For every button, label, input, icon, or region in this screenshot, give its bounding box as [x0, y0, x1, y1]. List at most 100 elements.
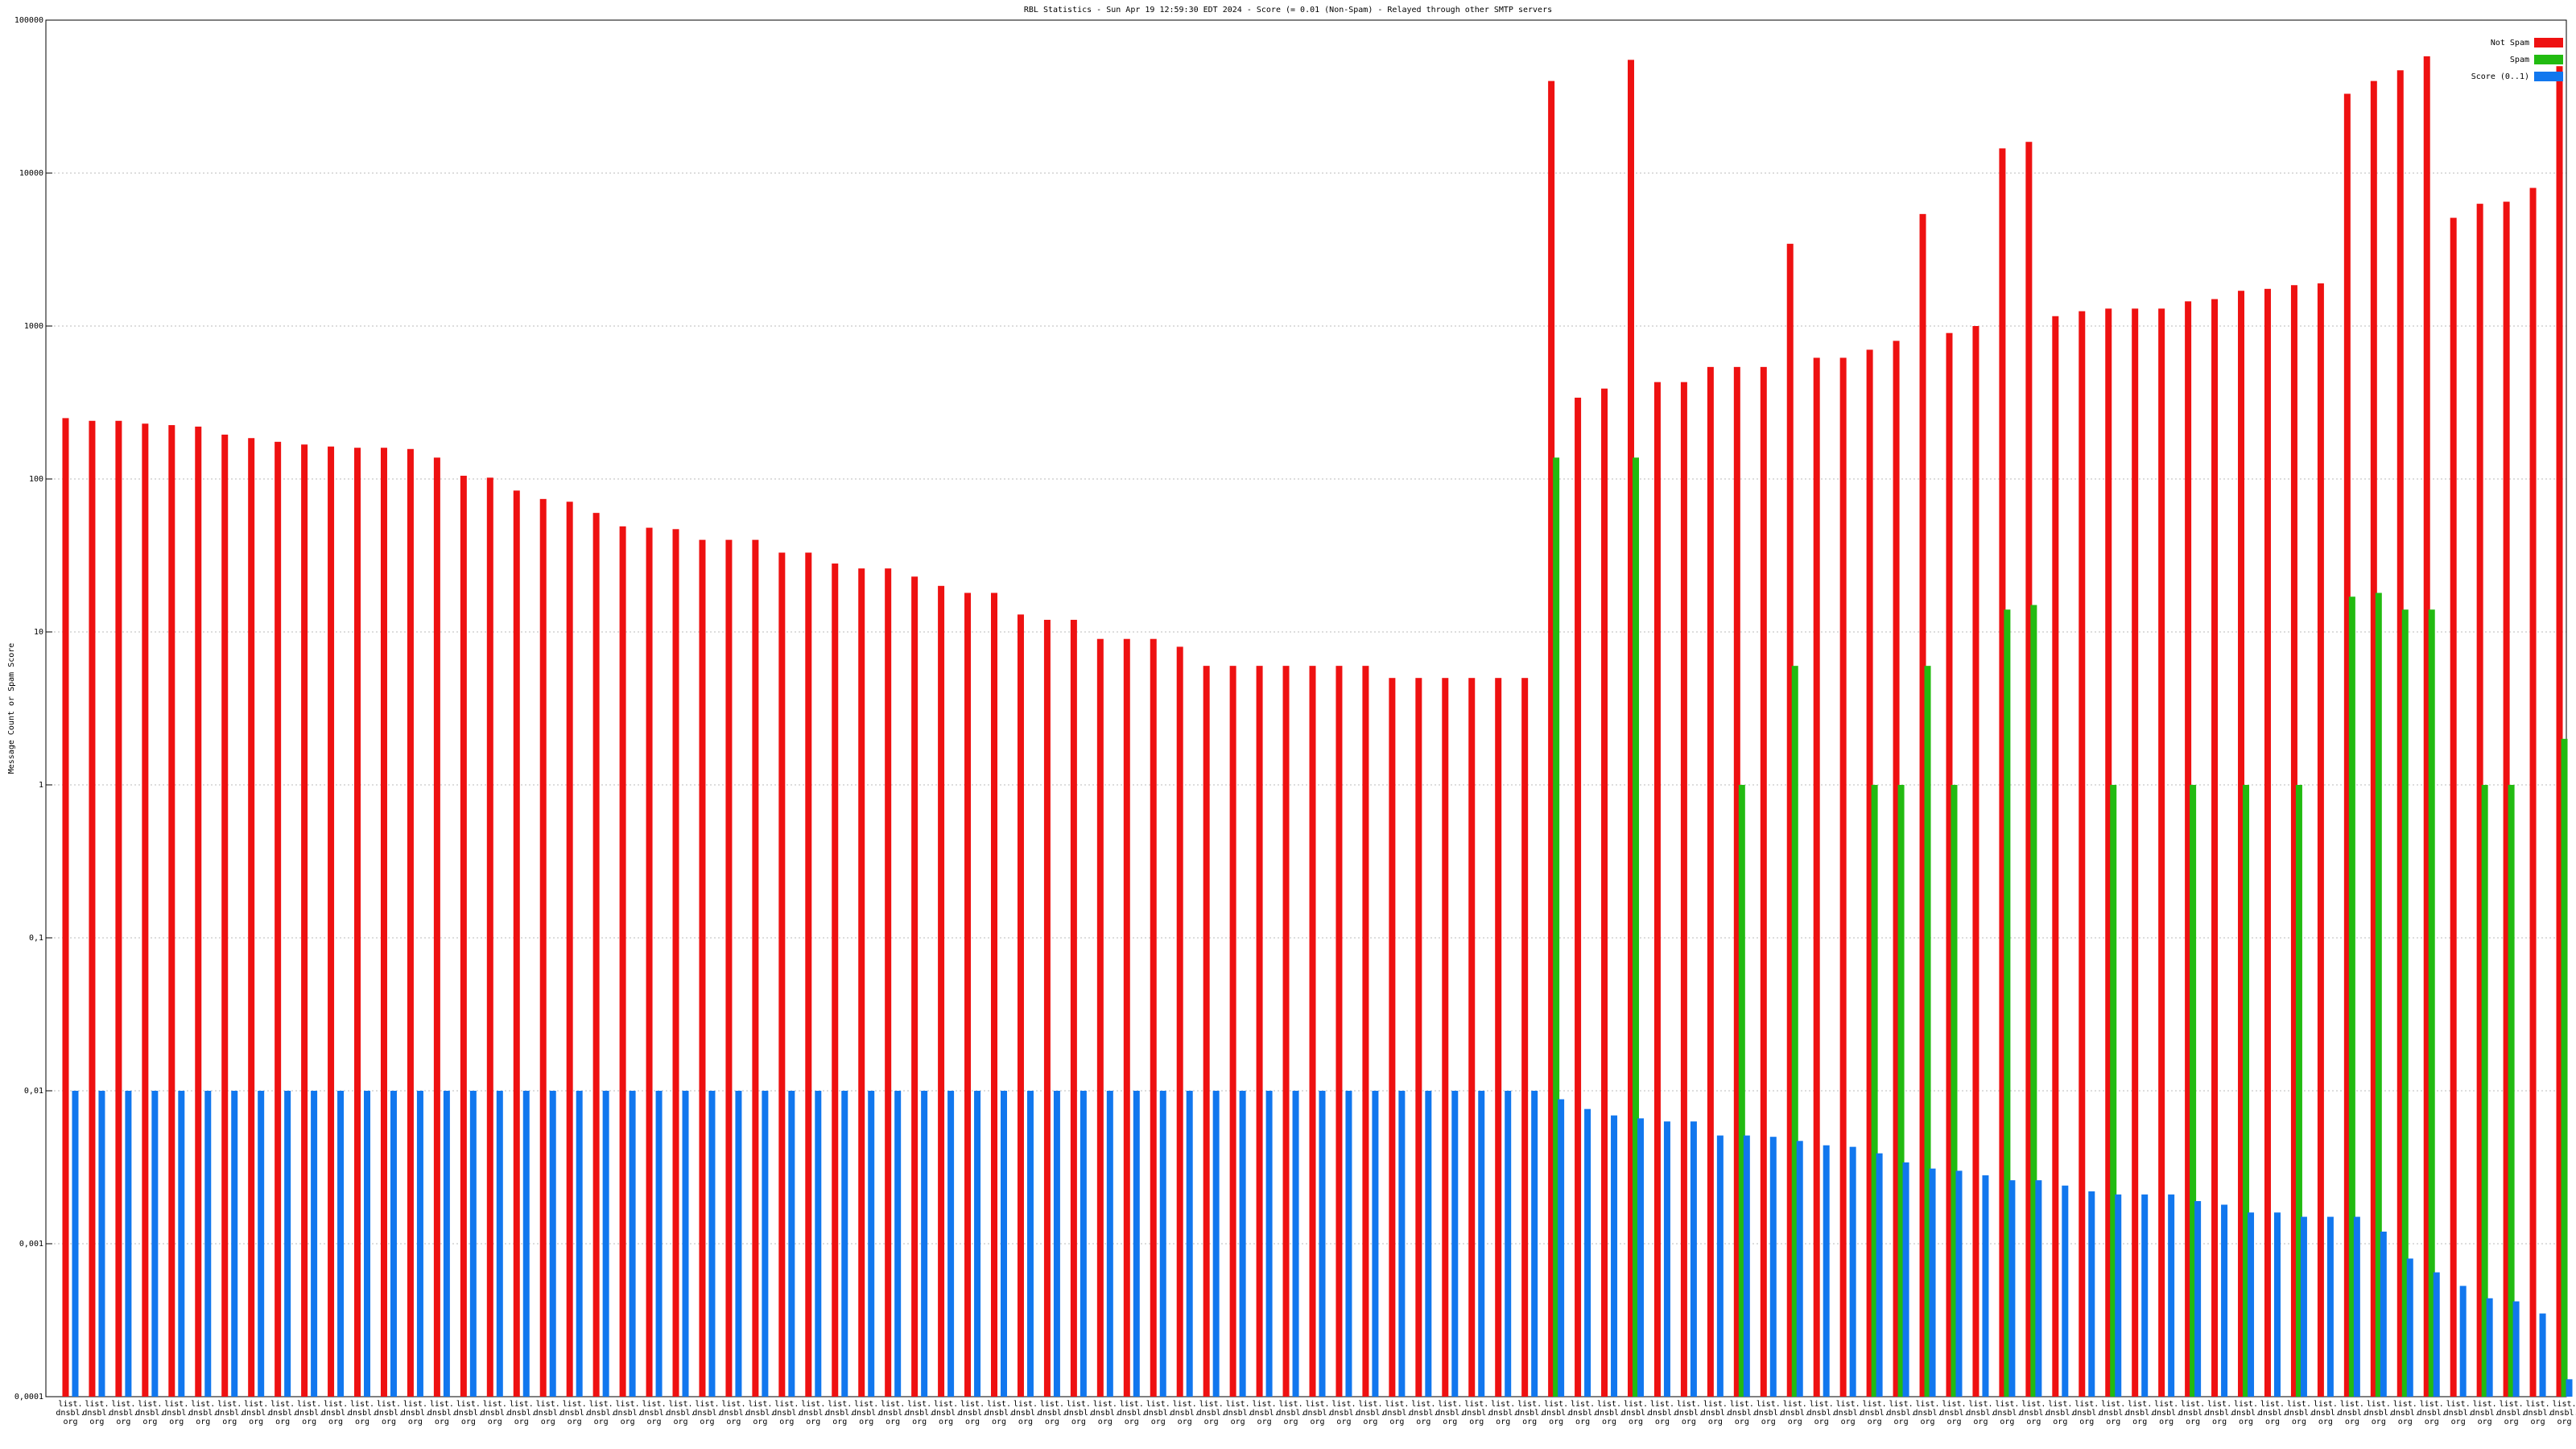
bar	[2221, 1204, 2228, 1397]
bar	[1924, 666, 1931, 1397]
bar	[655, 1091, 663, 1397]
x-tick-label: list. dnsbl. org	[958, 1400, 987, 1426]
bar	[1876, 1153, 1883, 1397]
bar	[1468, 678, 1476, 1397]
x-tick-label: list. dnsbl. org	[162, 1400, 191, 1426]
x-tick-label: list. dnsbl. org	[799, 1400, 828, 1426]
bar	[1478, 1091, 1485, 1397]
x-tick-label: list. dnsbl. org	[2311, 1400, 2340, 1426]
bar	[364, 1091, 371, 1397]
bar	[72, 1091, 79, 1397]
bar	[311, 1091, 318, 1397]
x-tick-label: list. dnsbl. org	[2417, 1400, 2446, 1426]
bar	[1929, 1168, 1936, 1397]
x-tick-label: list. dnsbl. org	[1117, 1400, 1146, 1426]
bar	[682, 1091, 689, 1397]
bar	[354, 448, 361, 1397]
bar	[1893, 341, 1900, 1397]
bar	[284, 1091, 291, 1397]
x-tick-label: list. dnsbl. org	[905, 1400, 934, 1426]
bar	[2508, 785, 2515, 1397]
bar	[1415, 678, 1422, 1397]
bar	[1707, 366, 1714, 1397]
bar	[1239, 1091, 1246, 1397]
x-tick-label: list. dnsbl. org	[2152, 1400, 2181, 1426]
bar	[592, 513, 600, 1397]
bar	[1982, 1175, 1989, 1397]
x-tick-label: list. dnsbl. org	[613, 1400, 642, 1426]
bar	[858, 568, 865, 1397]
x-tick-label: list. dnsbl. org	[2125, 1400, 2154, 1426]
bar	[2406, 1258, 2413, 1397]
x-tick-label: list. dnsbl. org	[427, 1400, 456, 1426]
x-tick-label: list. dnsbl. org	[82, 1400, 111, 1426]
bar	[433, 457, 440, 1397]
bar	[2512, 1301, 2520, 1397]
bar	[1999, 148, 2006, 1397]
bar	[1653, 382, 1661, 1397]
bar	[841, 1091, 848, 1397]
bar	[2476, 204, 2483, 1397]
x-tick-label: list. dnsbl. org	[1091, 1400, 1120, 1426]
bar	[1849, 1146, 1856, 1397]
x-tick-label: list. dnsbl. org	[268, 1400, 297, 1426]
bar	[380, 448, 387, 1397]
bar	[2529, 188, 2537, 1397]
bar	[708, 1091, 716, 1397]
legend-swatch	[2534, 55, 2563, 64]
bar	[1159, 1091, 1166, 1397]
bar	[2300, 1216, 2307, 1397]
bar	[1919, 213, 1926, 1397]
bar	[231, 1091, 238, 1397]
bar	[2556, 66, 2563, 1397]
bar	[204, 1091, 212, 1397]
bar	[168, 425, 175, 1397]
x-tick-label: list. dnsbl. org	[1435, 1400, 1464, 1426]
x-tick-label: list. dnsbl. org	[1992, 1400, 2021, 1426]
bar	[469, 1091, 477, 1397]
bar	[1738, 785, 1745, 1397]
bar	[416, 1091, 423, 1397]
bar	[1425, 1091, 1432, 1397]
bar	[1203, 666, 1210, 1397]
legend-swatch	[2534, 38, 2563, 47]
bar	[1946, 332, 1953, 1397]
x-tick-label: list. dnsbl. org	[1197, 1400, 1226, 1426]
bar	[2343, 93, 2351, 1397]
bar	[2079, 311, 2086, 1397]
bar	[2052, 316, 2059, 1397]
bar	[178, 1091, 185, 1397]
y-tick-label: 1000	[24, 322, 43, 331]
bar	[2194, 1201, 2202, 1397]
bar	[390, 1091, 397, 1397]
x-tick-label: list. dnsbl. org	[2178, 1400, 2207, 1426]
bar	[1335, 666, 1343, 1397]
bar	[1866, 349, 1873, 1397]
bar	[496, 1091, 503, 1397]
bar	[1760, 366, 1767, 1397]
x-tick-label: list. dnsbl. org	[1595, 1400, 1624, 1426]
x-tick-label: list. dnsbl. org	[719, 1400, 748, 1426]
bar	[1972, 326, 1979, 1397]
x-tick-label: list. dnsbl. org	[985, 1400, 1013, 1426]
bar	[2396, 70, 2404, 1397]
x-tick-label: list. dnsbl. org	[878, 1400, 907, 1426]
bar	[894, 1091, 902, 1397]
x-tick-label: list. dnsbl. org	[931, 1400, 960, 1426]
x-tick-label: list. dnsbl. org	[1515, 1400, 1544, 1426]
bar	[2295, 785, 2302, 1397]
bar	[2190, 785, 2197, 1397]
x-tick-label: list. dnsbl. org	[2338, 1400, 2367, 1426]
bar	[1558, 1099, 1565, 1397]
x-tick-label: list. dnsbl. org	[2444, 1400, 2473, 1426]
bar	[221, 434, 229, 1397]
bar	[2025, 142, 2033, 1397]
bar	[752, 539, 759, 1397]
x-tick-label: list. dnsbl. org	[1276, 1400, 1305, 1426]
x-tick-label: list. dnsbl. org	[2231, 1400, 2260, 1426]
x-tick-label: list. dnsbl. org	[534, 1400, 563, 1426]
x-tick-label: list. dnsbl. org	[2205, 1400, 2234, 1426]
x-tick-label: list. dnsbl. org	[1701, 1400, 1730, 1426]
y-tick-label: 0,01	[24, 1087, 43, 1096]
bar	[1372, 1091, 1379, 1397]
